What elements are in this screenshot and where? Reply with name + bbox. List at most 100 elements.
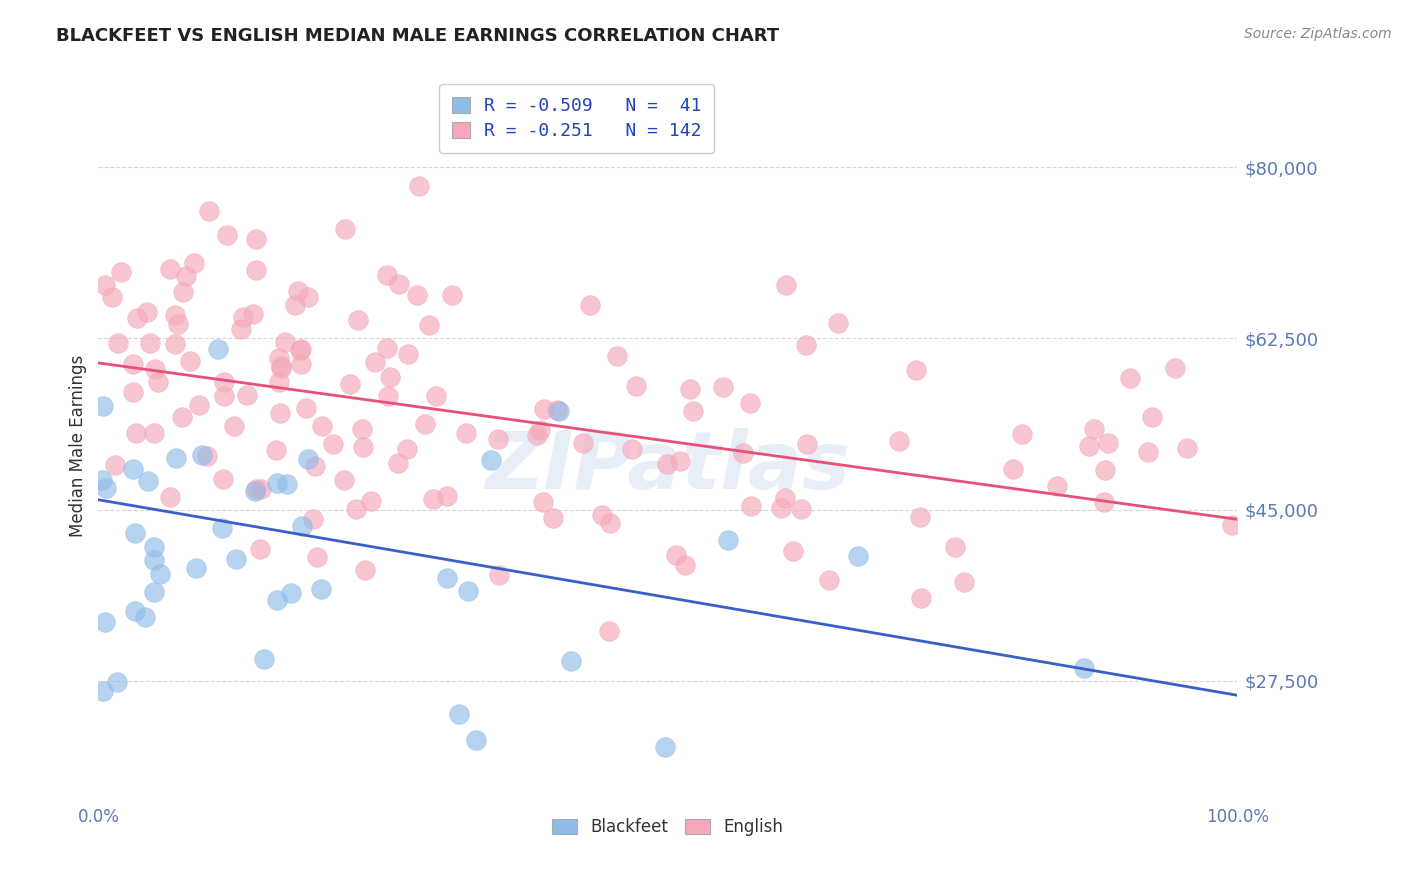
Point bbox=[91, 473, 114, 487]
Point bbox=[488, 567, 510, 582]
Point bbox=[572, 435, 595, 450]
Point bbox=[333, 222, 356, 236]
Point bbox=[184, 561, 207, 575]
Point bbox=[266, 593, 288, 607]
Point bbox=[1073, 660, 1095, 674]
Point bbox=[375, 342, 398, 356]
Point bbox=[624, 379, 647, 393]
Point bbox=[142, 426, 165, 441]
Point bbox=[388, 277, 411, 292]
Point bbox=[212, 472, 235, 486]
Point bbox=[887, 434, 910, 449]
Point bbox=[191, 448, 214, 462]
Point bbox=[352, 422, 374, 436]
Point bbox=[425, 389, 447, 403]
Point bbox=[264, 442, 287, 457]
Point bbox=[332, 473, 354, 487]
Point bbox=[657, 457, 679, 471]
Point bbox=[717, 533, 740, 547]
Point bbox=[606, 349, 628, 363]
Point bbox=[94, 615, 117, 630]
Point bbox=[142, 552, 165, 566]
Point bbox=[904, 363, 927, 377]
Point bbox=[124, 604, 146, 618]
Point bbox=[91, 399, 114, 413]
Point bbox=[107, 336, 129, 351]
Point bbox=[1083, 422, 1105, 436]
Point bbox=[148, 375, 170, 389]
Point bbox=[682, 403, 704, 417]
Point bbox=[447, 706, 470, 721]
Point bbox=[789, 502, 811, 516]
Point bbox=[422, 492, 444, 507]
Point bbox=[339, 377, 361, 392]
Point bbox=[195, 450, 218, 464]
Point bbox=[245, 263, 267, 277]
Point bbox=[245, 231, 267, 245]
Point bbox=[291, 519, 314, 533]
Point bbox=[952, 574, 974, 589]
Point bbox=[360, 493, 382, 508]
Point bbox=[136, 474, 159, 488]
Point bbox=[211, 521, 233, 535]
Point bbox=[288, 343, 311, 357]
Point bbox=[1078, 439, 1101, 453]
Point bbox=[794, 338, 817, 352]
Point bbox=[197, 204, 219, 219]
Point bbox=[529, 423, 551, 437]
Point bbox=[207, 343, 229, 357]
Point bbox=[364, 355, 387, 369]
Point bbox=[740, 499, 762, 513]
Point bbox=[1094, 463, 1116, 477]
Point bbox=[578, 298, 600, 312]
Point bbox=[284, 298, 307, 312]
Point bbox=[769, 501, 792, 516]
Point bbox=[322, 437, 344, 451]
Point bbox=[592, 508, 614, 522]
Point bbox=[387, 456, 409, 470]
Point bbox=[344, 502, 367, 516]
Point bbox=[110, 265, 132, 279]
Point bbox=[148, 566, 170, 581]
Point bbox=[297, 452, 319, 467]
Point bbox=[436, 489, 458, 503]
Point bbox=[311, 419, 333, 434]
Text: Source: ZipAtlas.com: Source: ZipAtlas.com bbox=[1244, 27, 1392, 41]
Point bbox=[1142, 409, 1164, 424]
Point bbox=[533, 401, 555, 416]
Point bbox=[848, 549, 870, 563]
Point bbox=[250, 482, 273, 496]
Point bbox=[1097, 435, 1119, 450]
Point bbox=[139, 336, 162, 351]
Point bbox=[295, 401, 318, 415]
Point bbox=[170, 410, 193, 425]
Point bbox=[122, 385, 145, 400]
Point bbox=[163, 336, 186, 351]
Point bbox=[560, 655, 582, 669]
Point bbox=[464, 732, 486, 747]
Point bbox=[526, 427, 548, 442]
Point bbox=[408, 179, 430, 194]
Point bbox=[163, 308, 186, 322]
Point bbox=[354, 563, 377, 577]
Point bbox=[136, 304, 159, 318]
Point bbox=[307, 550, 329, 565]
Point bbox=[599, 516, 621, 531]
Point bbox=[187, 398, 209, 412]
Point bbox=[378, 370, 401, 384]
Point bbox=[290, 357, 312, 371]
Point bbox=[121, 462, 143, 476]
Point bbox=[105, 675, 128, 690]
Point bbox=[245, 482, 267, 496]
Point bbox=[166, 317, 188, 331]
Point bbox=[304, 458, 326, 473]
Point bbox=[548, 404, 571, 418]
Point bbox=[142, 585, 165, 599]
Point bbox=[1119, 371, 1142, 385]
Point bbox=[711, 379, 734, 393]
Point bbox=[267, 351, 290, 365]
Point bbox=[457, 583, 479, 598]
Point bbox=[396, 347, 419, 361]
Point bbox=[908, 509, 931, 524]
Point bbox=[124, 525, 146, 540]
